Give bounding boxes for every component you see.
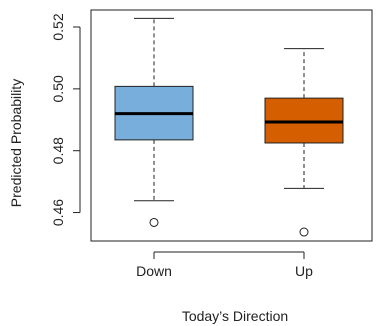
y-tick-label: 0.52: [50, 13, 66, 40]
x-axis: Down Up: [136, 251, 313, 279]
y-axis: 0.46 0.48 0.50 0.52: [50, 13, 81, 226]
box-up: [264, 48, 344, 237]
x-tick-label-down: Down: [136, 263, 172, 279]
outlier-point: [299, 227, 309, 237]
outlier-point: [149, 217, 159, 227]
y-axis-title: Predicted Probability: [8, 79, 24, 207]
boxes: [114, 17, 344, 237]
plot-frame: [90, 9, 373, 242]
x-tick-label-up: Up: [295, 263, 313, 279]
y-tick-label: 0.50: [50, 75, 66, 102]
y-tick-label: 0.48: [50, 137, 66, 164]
y-tick-label: 0.46: [50, 199, 66, 226]
box-down: [114, 17, 194, 227]
x-axis-title: Today’s Direction: [182, 308, 288, 324]
